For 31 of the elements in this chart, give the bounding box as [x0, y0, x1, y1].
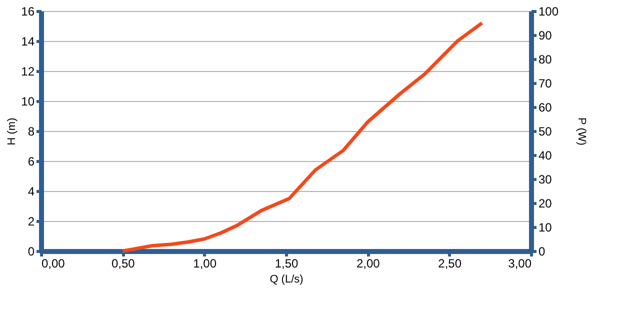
y-tick-label: 16 [21, 4, 35, 18]
y-tick-label: 0 [28, 244, 35, 258]
y-tick-label: 4 [28, 184, 35, 198]
x-tick-label: 0,50 [111, 256, 136, 270]
y-tick-label: 10 [21, 94, 35, 108]
y2-tick-label: 90 [538, 28, 552, 42]
y-tick-label: 2 [28, 214, 35, 228]
x-axis-title: Q (L/s) [270, 274, 304, 286]
x-tick-label: 1,50 [274, 256, 298, 270]
x-tick-label: 2,50 [438, 256, 462, 270]
y2-tick-label: 40 [538, 148, 552, 162]
line-series [120, 21, 484, 253]
y-tick-label: 12 [21, 64, 35, 78]
x-tick-label: 3,00 [508, 256, 532, 270]
y2-tick-label: 0 [538, 244, 546, 258]
y2-axis-title: P (W) [576, 118, 588, 146]
x-tick-label: 1,00 [193, 256, 217, 270]
y2-tick-label: 60 [538, 100, 552, 114]
x-tick-label: 2,00 [356, 256, 380, 270]
y-tick-label: 14 [21, 34, 35, 48]
y2-tick-label: 100 [538, 4, 559, 18]
y2-tick-label: 10 [538, 220, 552, 234]
y2-tick-label: 80 [538, 52, 552, 66]
x-tick-label: 0,00 [42, 256, 66, 270]
y-tick-label: 8 [28, 124, 35, 138]
y-tick-label: 6 [28, 154, 35, 168]
y2-tick-label: 30 [538, 172, 552, 186]
y2-tick-label: 50 [538, 124, 552, 138]
y2-tick-label: 20 [538, 196, 552, 210]
y-axis-title: H (m) [6, 118, 18, 146]
y2-tick-label: 70 [538, 76, 552, 90]
